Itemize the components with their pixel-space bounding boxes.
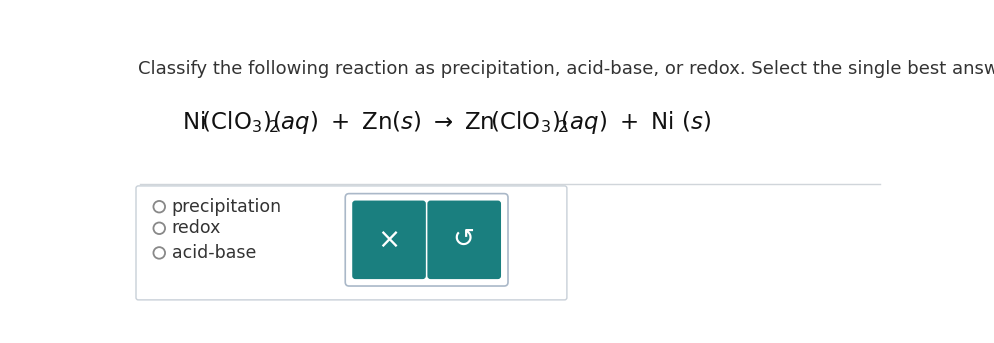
Text: ↺: ↺ [452, 227, 474, 253]
FancyBboxPatch shape [136, 186, 567, 300]
Text: $\rm Ni\!\left(ClO_3\right)_{\!2}\!\!\mathit{(aq)}\ +\ Zn\mathit{(s)}\ \rightarr: $\rm Ni\!\left(ClO_3\right)_{\!2}\!\!\ma… [182, 109, 711, 136]
Text: Classify the following reaction as precipitation, acid-base, or redox. Select th: Classify the following reaction as preci… [138, 60, 994, 79]
FancyBboxPatch shape [427, 201, 501, 279]
FancyBboxPatch shape [345, 193, 508, 286]
Text: redox: redox [172, 219, 221, 237]
Text: ×: × [377, 226, 400, 254]
FancyBboxPatch shape [352, 201, 425, 279]
Text: acid-base: acid-base [172, 244, 255, 262]
Text: precipitation: precipitation [172, 198, 281, 216]
